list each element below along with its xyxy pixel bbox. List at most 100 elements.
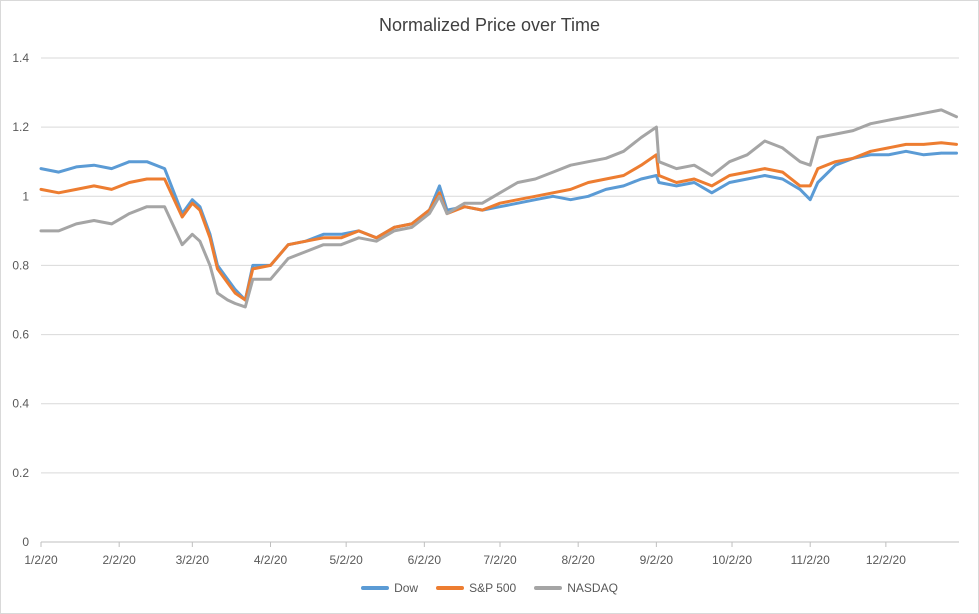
- data-point-s-p-500: [498, 202, 502, 205]
- data-point-nasdaq: [110, 222, 113, 226]
- data-point-nasdaq: [657, 160, 661, 163]
- data-point-dow: [940, 151, 943, 155]
- x-tick-label: 11/2/20: [791, 553, 830, 567]
- data-point-s-p-500: [357, 229, 360, 233]
- data-point-dow: [92, 163, 96, 167]
- data-point-nasdaq: [851, 129, 855, 132]
- data-point-nasdaq: [498, 191, 502, 195]
- data-point-dow: [816, 181, 819, 184]
- series-line-nasdaq: [39, 108, 958, 309]
- data-point-nasdaq: [516, 181, 519, 184]
- data-point-nasdaq: [809, 163, 812, 167]
- y-tick-label: 1.4: [12, 51, 29, 65]
- data-point-s-p-500: [922, 143, 925, 146]
- data-point-nasdaq: [816, 136, 819, 139]
- data-point-s-p-500: [728, 174, 731, 177]
- data-point-nasdaq: [269, 278, 272, 281]
- data-point-nasdaq: [463, 202, 466, 205]
- data-point-s-p-500: [534, 195, 537, 198]
- chart-title: Normalized Price over Time: [378, 15, 601, 35]
- data-point-dow: [569, 198, 572, 201]
- x-tick-label: 10/2/20: [712, 553, 752, 567]
- data-point-s-p-500: [216, 267, 219, 271]
- data-point-nasdaq: [145, 205, 149, 208]
- data-point-s-p-500: [834, 160, 837, 163]
- data-point-dow: [75, 165, 78, 169]
- data-point-s-p-500: [375, 236, 378, 239]
- data-point-s-p-500: [163, 177, 166, 181]
- x-tick-label: 4/2/20: [254, 553, 288, 567]
- data-point-nasdaq: [692, 163, 696, 167]
- data-point-s-p-500: [304, 240, 308, 243]
- data-point-nasdaq: [534, 177, 537, 181]
- data-point-s-p-500: [392, 226, 396, 229]
- data-point-nasdaq: [887, 119, 890, 122]
- x-tick-label: 8/2/20: [561, 553, 595, 567]
- legend-swatch: [436, 586, 465, 590]
- x-tick-label: 9/2/20: [640, 553, 674, 567]
- data-point-dow: [322, 233, 325, 236]
- data-point-dow: [251, 264, 255, 267]
- data-point-s-p-500: [286, 243, 290, 246]
- x-tick-label: 1/2/20: [24, 553, 58, 567]
- data-point-nasdaq: [640, 136, 643, 139]
- data-point-dow: [710, 191, 714, 195]
- data-point-nasdaq: [410, 226, 413, 229]
- data-point-dow: [809, 198, 812, 201]
- data-point-dow: [516, 202, 519, 205]
- data-point-dow: [728, 181, 731, 184]
- data-point-nasdaq: [655, 125, 658, 129]
- x-tick-label: 5/2/20: [329, 553, 363, 567]
- y-tick-label: 0: [22, 535, 29, 549]
- data-point-s-p-500: [251, 267, 255, 271]
- data-point-dow: [191, 198, 194, 201]
- data-point-s-p-500: [622, 174, 625, 177]
- data-point-s-p-500: [816, 167, 819, 170]
- data-point-nasdaq: [244, 305, 247, 309]
- data-point-s-p-500: [710, 184, 714, 188]
- data-point-nasdaq: [128, 212, 131, 215]
- legend-item-dow: Dow: [361, 581, 418, 595]
- data-point-dow: [798, 188, 802, 191]
- data-point-dow: [551, 195, 555, 198]
- data-point-nasdaq: [604, 157, 608, 160]
- data-point-s-p-500: [587, 181, 590, 184]
- data-point-dow: [128, 160, 131, 163]
- data-point-dow: [781, 177, 784, 181]
- data-point-nasdaq: [322, 243, 325, 246]
- data-point-s-p-500: [640, 163, 643, 167]
- data-point-nasdaq: [745, 153, 749, 156]
- data-point-nasdaq: [75, 222, 78, 226]
- data-point-nasdaq: [198, 240, 202, 243]
- data-point-s-p-500: [781, 170, 784, 174]
- data-point-dow: [955, 151, 958, 155]
- data-point-dow: [498, 205, 502, 208]
- data-point-dow: [922, 153, 925, 156]
- data-point-s-p-500: [208, 236, 212, 239]
- data-point-nasdaq: [438, 195, 441, 198]
- data-point-nasdaq: [392, 229, 396, 233]
- data-point-nasdaq: [163, 205, 166, 208]
- data-point-nasdaq: [233, 302, 237, 305]
- data-point-dow: [163, 167, 166, 170]
- data-point-s-p-500: [198, 208, 202, 212]
- data-point-nasdaq: [940, 108, 943, 112]
- data-point-dow: [198, 205, 202, 208]
- data-point-dow: [655, 174, 658, 177]
- data-point-dow: [604, 188, 608, 191]
- y-tick-label: 0.6: [12, 328, 29, 342]
- data-point-dow: [57, 170, 60, 174]
- legend-label: Dow: [394, 581, 419, 595]
- data-point-dow: [675, 184, 678, 188]
- y-tick-label: 0.2: [12, 466, 29, 480]
- data-point-nasdaq: [781, 146, 784, 150]
- data-point-nasdaq: [445, 212, 449, 215]
- data-point-nasdaq: [428, 212, 431, 215]
- legend: Dow S&P 500 NASDAQ: [1, 581, 978, 595]
- x-tick-label: 12/2/20: [866, 553, 906, 567]
- data-point-dow: [640, 177, 643, 181]
- data-point-nasdaq: [569, 163, 572, 167]
- data-point-s-p-500: [955, 143, 958, 146]
